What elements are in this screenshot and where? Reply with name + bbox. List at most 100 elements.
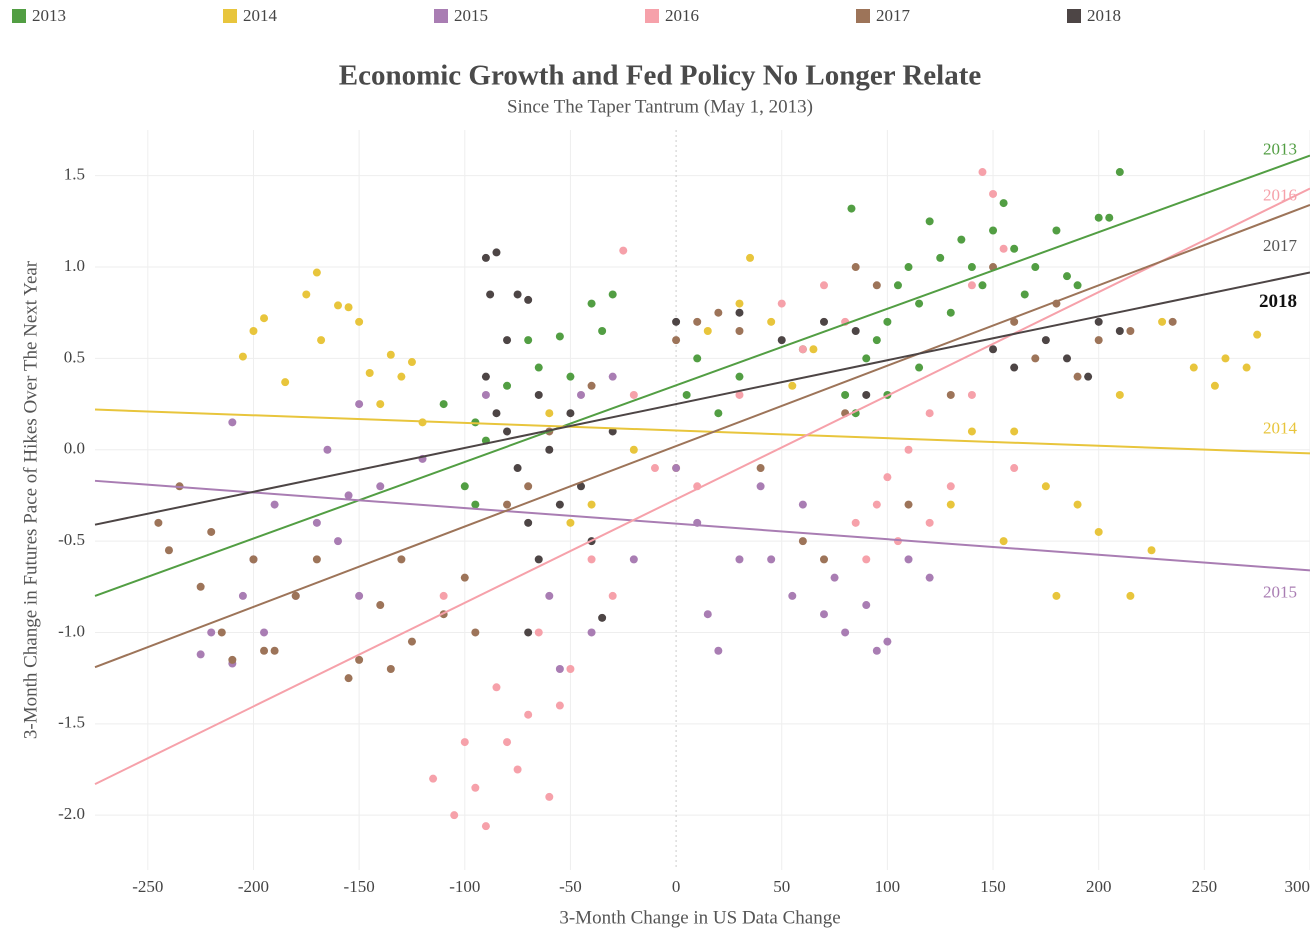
- point: [872, 646, 881, 655]
- point: [872, 281, 881, 290]
- point: [851, 263, 860, 272]
- point: [355, 655, 364, 664]
- point: [978, 168, 987, 177]
- point: [281, 378, 290, 387]
- point: [1253, 330, 1262, 339]
- point: [1221, 354, 1230, 363]
- point: [164, 546, 173, 555]
- point: [492, 248, 501, 257]
- point: [1242, 363, 1251, 372]
- point: [1041, 336, 1050, 345]
- point: [1115, 168, 1124, 177]
- point: [344, 674, 353, 683]
- point: [1063, 354, 1071, 363]
- x-tick-label: -100: [449, 877, 480, 896]
- point: [460, 738, 469, 747]
- point: [767, 317, 776, 326]
- y-tick-label: 0.0: [64, 439, 85, 458]
- point: [735, 308, 744, 317]
- point: [798, 537, 807, 546]
- point: [291, 591, 300, 600]
- point: [703, 610, 712, 619]
- x-tick-label: -250: [132, 877, 163, 896]
- point: [1115, 390, 1124, 399]
- point: [481, 253, 490, 262]
- point: [883, 473, 892, 482]
- point: [207, 527, 216, 536]
- point: [756, 464, 765, 473]
- point: [925, 573, 934, 582]
- point: [862, 601, 871, 610]
- point: [608, 427, 617, 436]
- point: [513, 290, 522, 299]
- point: [788, 381, 797, 390]
- point: [989, 226, 998, 235]
- chart-subtitle: Since The Taper Tantrum (May 1, 2013): [507, 96, 813, 117]
- y-tick-label: -0.5: [58, 530, 85, 549]
- point: [1073, 372, 1082, 381]
- trend-line: [94, 479, 1310, 572]
- point: [883, 317, 892, 326]
- point: [260, 646, 269, 655]
- point: [629, 445, 638, 454]
- point: [587, 555, 596, 564]
- point: [672, 317, 681, 326]
- point: [524, 710, 533, 719]
- point: [471, 628, 480, 637]
- point: [883, 637, 892, 646]
- point: [492, 409, 501, 418]
- point: [1020, 290, 1029, 299]
- point: [249, 555, 258, 564]
- point: [587, 299, 596, 308]
- point: [355, 591, 364, 600]
- point: [566, 409, 575, 418]
- point: [777, 299, 786, 308]
- point: [555, 500, 564, 509]
- x-tick-label: -50: [559, 877, 582, 896]
- point: [872, 500, 881, 509]
- point: [503, 336, 512, 345]
- y-tick-label: -1.0: [58, 621, 85, 640]
- y-tick-label: 0.5: [64, 347, 85, 366]
- point: [1073, 500, 1082, 509]
- point: [777, 336, 786, 345]
- point: [989, 189, 998, 198]
- point: [989, 345, 998, 354]
- point: [238, 352, 247, 361]
- point: [967, 281, 976, 290]
- trend-label: 2013: [1263, 139, 1297, 158]
- point: [312, 555, 321, 564]
- x-tick-label: -150: [344, 877, 375, 896]
- point: [862, 555, 871, 564]
- x-tick-label: 250: [1192, 877, 1218, 896]
- point: [1010, 244, 1019, 253]
- point: [397, 372, 406, 381]
- point: [334, 537, 342, 546]
- point: [915, 363, 924, 372]
- trend-line: [94, 203, 1310, 669]
- point: [513, 765, 522, 774]
- point: [386, 350, 395, 359]
- point: [365, 369, 374, 378]
- point: [376, 601, 385, 610]
- point: [746, 253, 755, 262]
- point: [1147, 546, 1156, 555]
- point: [598, 326, 607, 335]
- point: [376, 400, 385, 409]
- point: [1126, 591, 1135, 600]
- point: [967, 390, 976, 399]
- legend-swatch: [856, 9, 870, 23]
- point: [534, 628, 543, 637]
- point: [851, 326, 860, 335]
- x-tick-label: 0: [672, 877, 681, 896]
- point: [862, 390, 871, 399]
- point: [629, 555, 638, 564]
- point: [1126, 326, 1135, 335]
- point: [534, 363, 543, 372]
- point: [312, 518, 321, 527]
- point: [1010, 363, 1019, 372]
- point: [925, 217, 934, 226]
- point: [524, 518, 533, 527]
- point: [820, 610, 828, 619]
- x-tick-label: 150: [980, 877, 1006, 896]
